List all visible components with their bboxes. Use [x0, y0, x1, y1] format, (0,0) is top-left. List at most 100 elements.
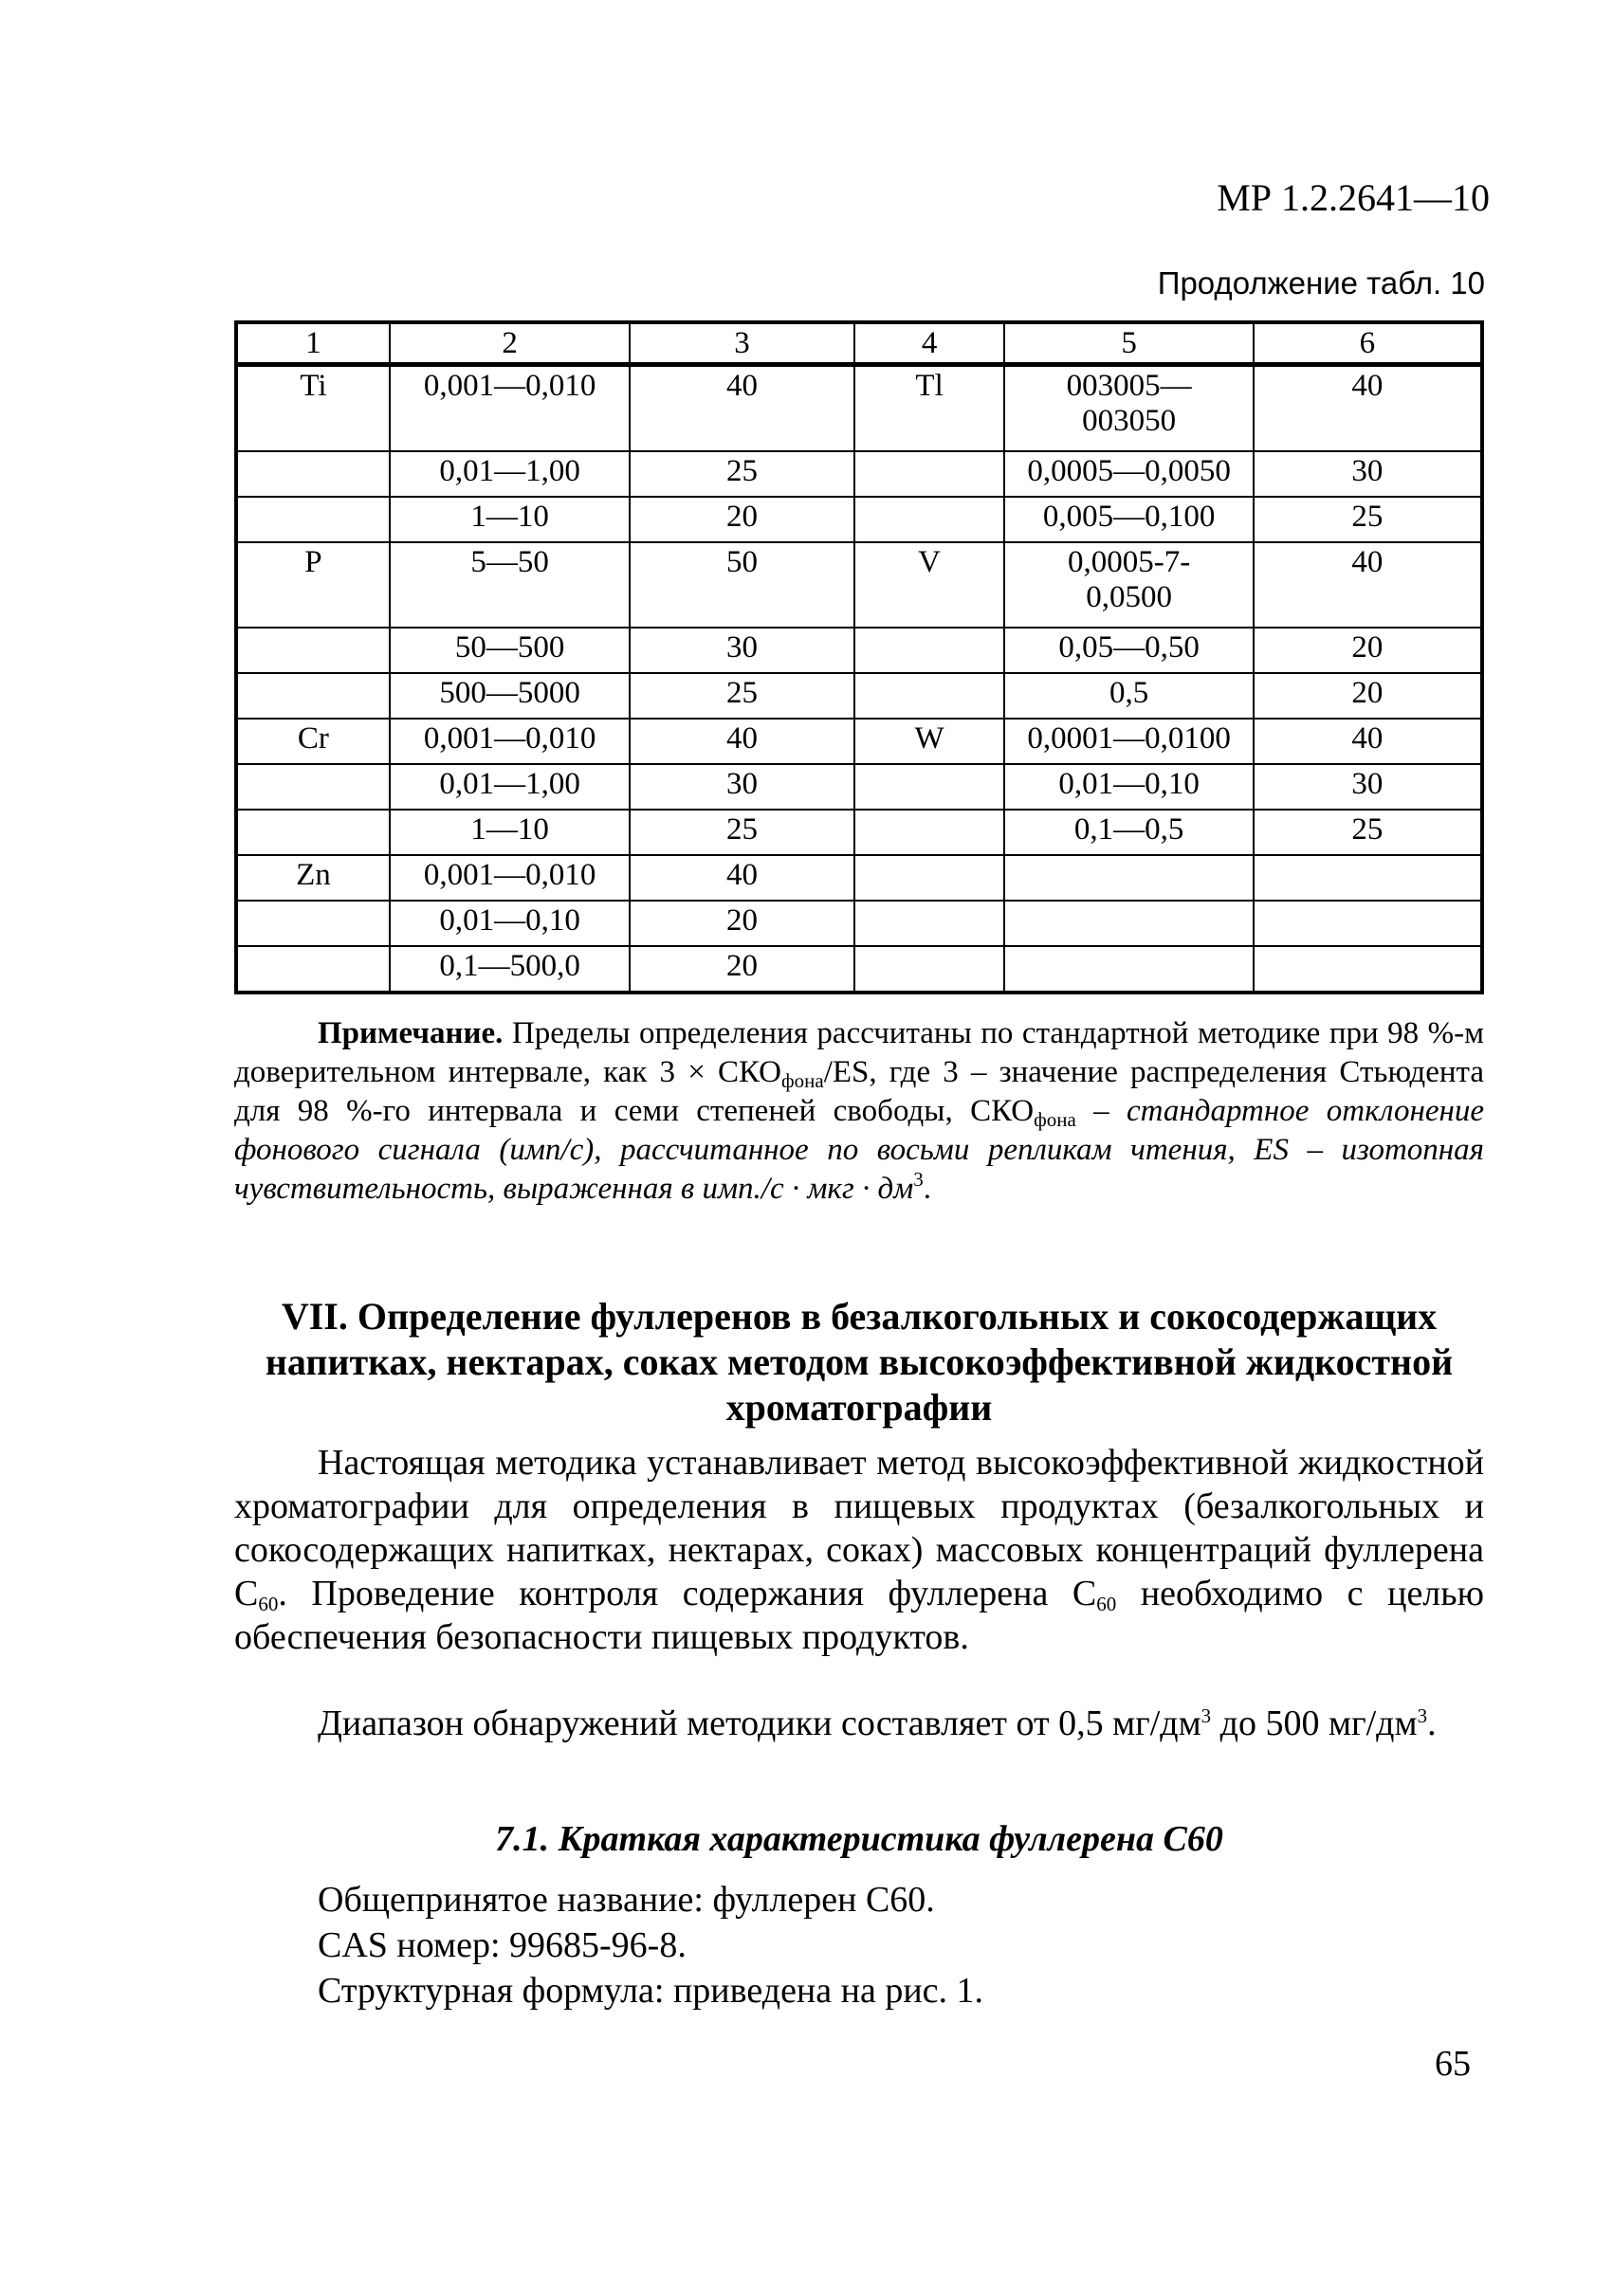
table-cell: 0,05—0,50 — [1003, 627, 1255, 674]
table-cell — [1003, 854, 1255, 902]
note-text: . — [923, 1172, 932, 1206]
table-cell: 0,01—0,10 — [388, 900, 632, 947]
table-cell — [1003, 945, 1255, 993]
table-cell: 0,001—0,010 — [388, 363, 632, 452]
common-name-line: Общепринятое название: фуллерен С60. — [318, 1880, 935, 1920]
table-row: 500—5000 25 0,5 20 — [235, 672, 1484, 720]
table-cell — [1003, 900, 1255, 947]
table-cell: 50—500 — [388, 627, 632, 674]
structural-formula-line: Структурная формула: приведена на рис. 1… — [318, 1971, 984, 2011]
paragraph-text: Настоящая методика устанавливает метод в… — [234, 1443, 1484, 1613]
section-heading: VII. Определение фуллеренов в безалкогол… — [265, 1295, 1454, 1429]
paragraph-text: Диапазон обнаружений методики составляет… — [318, 1704, 1201, 1743]
table-cell: 25 — [1252, 809, 1484, 856]
document-code: МР 1.2.2641—10 — [1217, 176, 1490, 219]
table-cell: 0,01—1,00 — [388, 450, 632, 498]
table-cell — [852, 450, 1006, 498]
column-header: 4 — [852, 321, 1006, 367]
table-cell: 40 — [629, 718, 855, 765]
table-cell: 0,0005-7- 0,0500 — [1003, 541, 1255, 629]
table-cell: 20 — [1252, 627, 1484, 674]
table-cell — [852, 672, 1006, 720]
note-subscript: фона — [1034, 1108, 1076, 1131]
table-row: 0,01—1,00 30 0,01—0,10 30 — [235, 763, 1484, 811]
table-cell: V — [852, 541, 1006, 629]
table-cell: 0,1—500,0 — [388, 945, 632, 993]
table-cell: 25 — [629, 450, 855, 498]
note-superscript: 3 — [913, 1168, 924, 1191]
table-cell: 25 — [629, 809, 855, 856]
superscript: 3 — [1201, 1704, 1212, 1727]
table-cell: 25 — [1252, 496, 1484, 543]
table-cell — [852, 854, 1006, 902]
table-row: 0,1—500,0 20 — [235, 945, 1484, 993]
table-row: 50—500 30 0,05—0,50 20 — [235, 627, 1484, 674]
table-row: Ti 0,001—0,010 40 Tl 003005— 003050 40 — [235, 363, 1484, 452]
table-cell: 0,5 — [1003, 672, 1255, 720]
table-cell: 0,01—1,00 — [388, 763, 632, 811]
table-cell: 25 — [629, 672, 855, 720]
table-cell — [1252, 854, 1484, 902]
note-text: Пределы определения рассчитаны по станда… — [234, 1016, 1484, 1089]
paragraph-text: необходимо с целью обеспечения безопасно… — [234, 1574, 1484, 1657]
table-cell — [235, 627, 391, 674]
table-cell — [852, 496, 1006, 543]
table-cell — [235, 763, 391, 811]
table-cell: 0,001—0,010 — [388, 854, 632, 902]
table-cell — [852, 945, 1006, 993]
table-cell: 20 — [629, 496, 855, 543]
table-cell — [235, 900, 391, 947]
note-text: /ES, где 3 – значение распределения Стью… — [234, 1055, 1484, 1128]
table-cell: 40 — [1252, 363, 1484, 452]
table-cell: 0,1—0,5 — [1003, 809, 1255, 856]
paragraph-intro: Настоящая методика устанавливает метод в… — [234, 1441, 1484, 1659]
table-cell — [852, 809, 1006, 856]
table-cell: 30 — [1252, 763, 1484, 811]
page-number: 65 — [1435, 2044, 1471, 2084]
table-cell: 40 — [629, 854, 855, 902]
table-cell: 0,005—0,100 — [1003, 496, 1255, 543]
table-cell: Cr — [235, 718, 391, 765]
table-cell — [235, 672, 391, 720]
table-row: Cr 0,001—0,010 40 W 0,0001—0,0100 40 — [235, 718, 1484, 765]
table-cell — [1252, 945, 1484, 993]
table-cell: Tl — [852, 363, 1006, 452]
table-cell: 40 — [629, 363, 855, 452]
table-cell: 500—5000 — [388, 672, 632, 720]
table-cell: 1—10 — [388, 809, 632, 856]
paragraph-range: Диапазон обнаружений методики составляет… — [234, 1702, 1484, 1745]
table-cell: 30 — [1252, 450, 1484, 498]
subscript: 60 — [1096, 1593, 1117, 1615]
paragraph-text: . — [1427, 1704, 1437, 1743]
table-cell — [235, 809, 391, 856]
table-row: 1—10 25 0,1—0,5 25 — [235, 809, 1484, 856]
table-cell: 40 — [1252, 718, 1484, 765]
table-cell — [235, 450, 391, 498]
table-cell — [235, 945, 391, 993]
paragraph-text: до 500 мг/дм — [1211, 1704, 1418, 1743]
table-cell: W — [852, 718, 1006, 765]
subscript: 60 — [258, 1593, 279, 1615]
table-row: 0,01—1,00 25 0,0005—0,0050 30 — [235, 450, 1484, 498]
column-header: 6 — [1252, 321, 1484, 367]
table-row: 0,01—0,10 20 — [235, 900, 1484, 947]
table-cell — [852, 900, 1006, 947]
column-header: 5 — [1003, 321, 1255, 367]
table-cell: Ti — [235, 363, 391, 452]
table-cell: 20 — [629, 900, 855, 947]
paragraph-text: . Проведение контроля содержания фуллере… — [278, 1574, 1097, 1613]
column-header: 2 — [388, 321, 632, 367]
note-subscript: фона — [781, 1069, 824, 1092]
table-cell — [852, 763, 1006, 811]
table-row: 1—10 20 0,005—0,100 25 — [235, 496, 1484, 543]
table-cell: 30 — [629, 763, 855, 811]
table-cell — [1252, 900, 1484, 947]
table-row: Zn 0,001—0,010 40 — [235, 854, 1484, 902]
subsection-heading: 7.1. Краткая характеристика фуллерена С6… — [495, 1819, 1223, 1859]
table-cell: 50 — [629, 541, 855, 629]
table-cell: 30 — [629, 627, 855, 674]
cas-number-line: CAS номер: 99685-96-8. — [318, 1925, 687, 1965]
table-note: Примечание. Пределы определения рассчита… — [234, 1014, 1484, 1209]
data-table: 1 2 3 4 5 6 Ti 0,001—0,010 40 Tl 003005— 003050 40 0… — [234, 320, 1484, 994]
